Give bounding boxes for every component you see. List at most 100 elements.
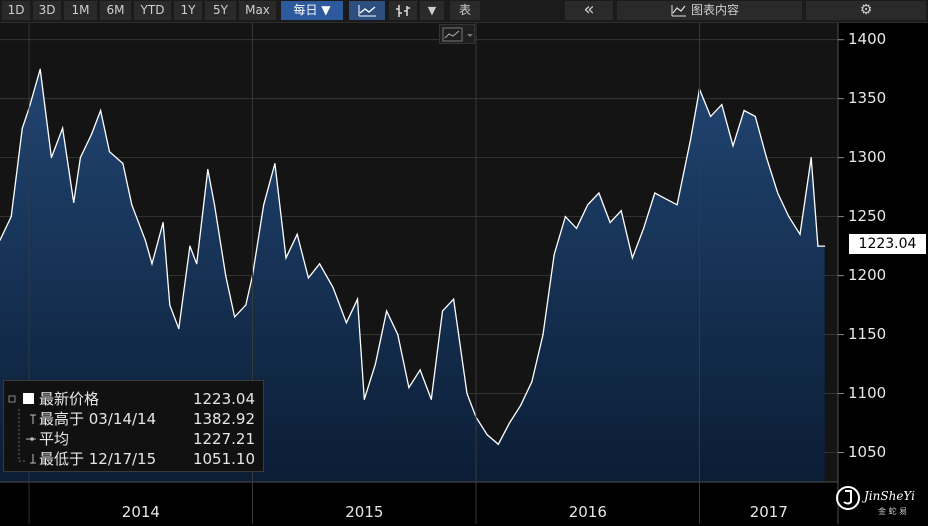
price-point: [131, 204, 133, 206]
legend-label: 最高于 03/14/14: [39, 410, 157, 428]
price-point: [397, 333, 399, 336]
legend-row-last: 最新价格 1223.04: [4, 389, 263, 409]
bar-chart-button[interactable]: [389, 1, 417, 20]
y-tick-label: 1050: [848, 442, 887, 461]
price-point: [553, 253, 555, 255]
price-point: [0, 239, 1, 241]
legend-label: 最低于 12/17/15: [39, 450, 157, 468]
range-ytd-button[interactable]: YTD: [134, 1, 171, 20]
range-1m-button[interactable]: 1M: [64, 1, 97, 20]
toolbar: 1D 3D 1M 6M YTD 1Y 5Y Max 每日 ▼ ▼ 表 « 图表内…: [0, 0, 928, 23]
price-point: [689, 139, 692, 141]
price-point: [743, 109, 745, 112]
y-tick-label: 1100: [848, 383, 887, 402]
chart-style-toggle[interactable]: [439, 24, 475, 44]
range-3d-button[interactable]: 3D: [33, 1, 61, 20]
gear-icon: ⚙: [859, 2, 873, 18]
table-button[interactable]: 表: [450, 1, 480, 20]
price-point: [777, 192, 779, 194]
price-point: [754, 115, 756, 117]
price-point: [419, 369, 421, 371]
price-point: [441, 310, 444, 312]
price-point: [466, 392, 468, 395]
collapse-button[interactable]: «: [565, 1, 613, 20]
price-point: [810, 157, 812, 159]
x-tick-label: 2017: [749, 503, 788, 521]
y-tick-label: 1400: [848, 29, 887, 48]
line-chart-icon: [358, 5, 376, 17]
x-tick-label: 2016: [568, 503, 607, 521]
range-6m-button[interactable]: 6M: [100, 1, 131, 20]
legend-value: 1227.21: [192, 430, 255, 448]
price-point: [508, 422, 511, 424]
price-point: [430, 398, 432, 401]
price-point: [609, 221, 611, 224]
frequency-dropdown[interactable]: 每日 ▼: [281, 1, 343, 20]
price-point: [587, 204, 589, 206]
price-point: [151, 263, 153, 265]
y-tick-label: 1350: [848, 88, 887, 107]
price-point: [788, 216, 790, 218]
price-point: [799, 233, 801, 235]
chart-type-dropdown[interactable]: ▼: [420, 1, 444, 20]
x-tick-label: 2015: [345, 503, 384, 521]
range-1d-button[interactable]: 1D: [2, 1, 30, 20]
chart-content-icon: [671, 5, 686, 17]
range-max-button[interactable]: Max: [239, 1, 276, 20]
range-5y-button[interactable]: 5Y: [205, 1, 236, 20]
price-point: [385, 310, 388, 312]
price-point: [169, 304, 171, 306]
y-tick-label: 1300: [848, 147, 887, 166]
legend-value: 1223.04: [192, 390, 255, 408]
ohlc-bars-icon: [396, 5, 410, 17]
price-point: [50, 157, 52, 159]
price-point: [765, 157, 768, 159]
y-tick-label: 1250: [848, 206, 887, 225]
legend-row-low: 最低于 12/17/15 1051.10: [4, 449, 263, 469]
price-point: [91, 133, 93, 135]
price-point: [108, 151, 111, 153]
price-point: [542, 333, 544, 336]
price-point: [245, 304, 247, 306]
price-point: [564, 216, 566, 218]
range-1y-button[interactable]: 1Y: [174, 1, 202, 20]
price-point: [520, 404, 522, 406]
price-point: [497, 443, 499, 445]
x-axis-band: [0, 482, 838, 524]
price-point: [196, 263, 198, 265]
legend-square-icon: [8, 389, 34, 416]
price-point: [144, 239, 146, 241]
legend-row-high: 最高于 03/14/14 1382.92: [4, 409, 263, 429]
price-point: [345, 322, 347, 324]
chart-content-button[interactable]: 图表内容: [617, 1, 802, 20]
watermark-logo: JinSheYi 金 蛇 易: [836, 484, 926, 522]
price-point: [363, 398, 365, 401]
price-point: [189, 245, 191, 247]
y-tick-label: 1150: [848, 324, 887, 343]
legend-label: 平均: [39, 430, 70, 448]
price-point: [823, 245, 826, 247]
x-tick-label: 2014: [121, 503, 160, 521]
price-point: [654, 192, 656, 194]
price-point: [374, 363, 377, 365]
price-point: [263, 204, 265, 206]
price-point: [61, 127, 64, 129]
price-point: [531, 381, 533, 383]
price-point: [356, 298, 359, 300]
price-point: [307, 277, 309, 279]
price-point: [10, 216, 12, 218]
price-point: [225, 274, 227, 277]
watermark-text: JinSheYi: [861, 489, 915, 503]
price-point: [234, 316, 236, 318]
price-point: [213, 204, 216, 206]
price-point: [732, 145, 734, 147]
price-point: [122, 162, 124, 165]
settings-button[interactable]: ⚙: [806, 1, 926, 20]
line-chart-button[interactable]: [349, 1, 385, 20]
price-point: [631, 257, 634, 259]
price-point: [318, 263, 321, 265]
y-ticks: [838, 39, 844, 454]
y-tick-label: 1200: [848, 265, 887, 284]
legend-value: 1382.92: [192, 410, 255, 428]
price-point: [575, 227, 578, 230]
